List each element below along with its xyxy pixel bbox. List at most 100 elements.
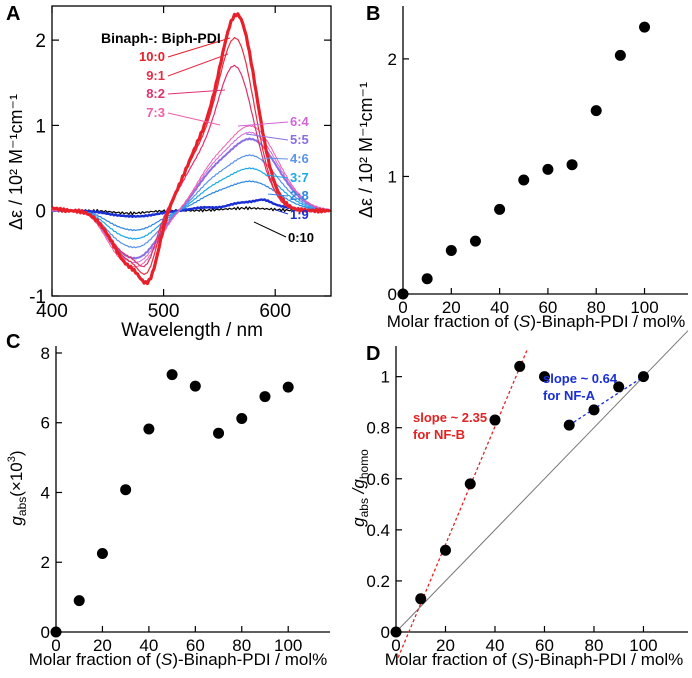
panel-b: B 0 20 40 60 80 100 0 1 2 Molar fraction of (S)-… bbox=[356, 3, 688, 331]
data-point bbox=[494, 203, 506, 215]
x-tick-label: 60 bbox=[538, 298, 557, 317]
y-tick-label: 0 bbox=[41, 623, 50, 642]
x-tick-label: 40 bbox=[486, 636, 505, 655]
panel-a-x-label: Wavelength / nm bbox=[121, 320, 263, 341]
data-point bbox=[518, 174, 530, 186]
x-tick-label: 400 bbox=[36, 301, 68, 322]
data-point bbox=[236, 413, 248, 425]
data-point bbox=[538, 371, 550, 383]
panel-c: C 0 20 40 60 80 100 0 2 4 6 8 Molar fraction of (S… bbox=[6, 331, 330, 669]
panel-a-label: A bbox=[6, 3, 20, 25]
data-point bbox=[282, 381, 294, 393]
data-point bbox=[588, 404, 600, 416]
panel-a-y-label: Δε / 10² M⁻¹cm⁻¹ bbox=[6, 94, 26, 230]
data-point bbox=[96, 548, 108, 560]
data-point bbox=[390, 626, 402, 638]
series-label: 8:2 bbox=[146, 86, 165, 101]
y-tick-label: 2 bbox=[41, 553, 50, 572]
data-point bbox=[166, 369, 178, 381]
panel-d-y-label: gabs /ghomo bbox=[349, 449, 371, 527]
x-tick-label: 0 bbox=[391, 636, 400, 655]
spectrum-1-9 bbox=[51, 198, 331, 219]
data-point bbox=[469, 235, 481, 247]
x-tick-label: 0 bbox=[398, 298, 407, 317]
panel-c-points bbox=[50, 369, 294, 638]
y-tick-label: 4 bbox=[41, 483, 50, 502]
spectrum-10-0 bbox=[51, 12, 331, 286]
fit-label-nf-b: slope ~ 2.35 for NF-B bbox=[413, 410, 487, 442]
panel-a-x-ticks: 400 500 600 bbox=[36, 6, 291, 322]
label-leader-line bbox=[245, 133, 289, 141]
x-tick-label: 80 bbox=[232, 636, 251, 655]
series-label: 7:3 bbox=[146, 105, 165, 120]
panel-c-label: C bbox=[6, 331, 20, 353]
fit-line-nf-b bbox=[395, 349, 528, 663]
series-label: 2:8 bbox=[290, 188, 309, 203]
x-tick-label: 500 bbox=[148, 301, 180, 322]
data-point bbox=[439, 544, 451, 556]
spectrum-3-7 bbox=[51, 167, 331, 240]
y-tick-label: 1 bbox=[35, 116, 46, 137]
label-leader-line bbox=[167, 53, 229, 77]
x-tick-label: 40 bbox=[490, 298, 509, 317]
y-tick-label: 0.8 bbox=[366, 419, 390, 438]
label-leader-line bbox=[167, 112, 221, 126]
x-tick-label: 80 bbox=[585, 636, 604, 655]
y-tick-label: 6 bbox=[41, 414, 50, 433]
panel-d-lines bbox=[395, 330, 689, 663]
panel-a-spectra bbox=[51, 12, 331, 286]
series-label: 9:1 bbox=[146, 68, 165, 83]
spectrum-7-3 bbox=[51, 124, 331, 268]
series-label: 5:5 bbox=[290, 132, 309, 147]
panel-d-points bbox=[390, 360, 649, 638]
x-tick-label: 20 bbox=[436, 636, 455, 655]
y-tick-label: 1 bbox=[381, 368, 390, 387]
x-tick-label: 100 bbox=[630, 298, 658, 317]
panel-b-ticks: 0 20 40 60 80 100 0 1 2 bbox=[388, 50, 659, 317]
y-tick-label: 0 bbox=[35, 202, 46, 223]
panel-b-label: B bbox=[366, 3, 380, 25]
panel-b-y-label: Δε / 10² M⁻¹cm⁻¹ bbox=[356, 82, 376, 218]
x-tick-label: 60 bbox=[186, 636, 205, 655]
data-point bbox=[563, 419, 575, 431]
label-leader-line bbox=[275, 209, 289, 215]
y-tick-label: -1 bbox=[29, 287, 46, 308]
y-tick-label: 0.4 bbox=[366, 521, 390, 540]
x-tick-label: 0 bbox=[51, 636, 60, 655]
y-tick-label: 2 bbox=[388, 50, 397, 69]
data-point bbox=[614, 49, 626, 61]
fit-line-nf-a bbox=[568, 376, 644, 426]
data-point bbox=[613, 381, 625, 393]
panel-d-ticks: 0 20 40 60 80 100 0 0.2 0.4 0.6 0.8 1 bbox=[366, 368, 657, 655]
label-leader-line bbox=[261, 157, 289, 160]
data-point bbox=[143, 423, 155, 435]
y-tick-label: 1 bbox=[388, 167, 397, 186]
data-point bbox=[542, 163, 554, 175]
panel-a-series-labels: 10:0 9:1 8:2 7:3 6:4 5:5 4:6 3:7 2:8 1:9 0:10 bbox=[139, 49, 314, 245]
y-tick-label: 0 bbox=[381, 623, 390, 642]
panel-d-x-label: Molar fraction of (S)-Binaph-PDI / mol% bbox=[385, 650, 684, 669]
label-leader-line bbox=[167, 37, 231, 58]
series-label: 6:4 bbox=[290, 114, 310, 129]
x-tick-label: 40 bbox=[139, 636, 158, 655]
series-label: 3:7 bbox=[290, 170, 309, 185]
y-tick-label: 2 bbox=[35, 31, 46, 52]
label-leader-line bbox=[265, 174, 289, 179]
data-point bbox=[259, 391, 271, 403]
data-point bbox=[464, 478, 476, 490]
panel-c-ticks: 0 20 40 60 80 100 0 2 4 6 8 bbox=[41, 344, 303, 655]
label-leader-line bbox=[267, 193, 289, 197]
panel-c-y-label: gabs(×103) bbox=[6, 450, 29, 525]
series-label: 0:10 bbox=[288, 230, 314, 245]
data-point bbox=[637, 371, 649, 383]
y-tick-label: 0.2 bbox=[366, 572, 390, 591]
x-tick-label: 80 bbox=[587, 298, 606, 317]
data-point bbox=[415, 593, 427, 605]
panel-a-label-leaders bbox=[167, 37, 289, 238]
data-point bbox=[421, 273, 433, 285]
x-tick-label: 600 bbox=[259, 301, 291, 322]
y-tick-label: 0 bbox=[388, 285, 397, 304]
panel-b-points bbox=[397, 21, 651, 300]
y-tick-label: 0.6 bbox=[366, 470, 390, 489]
